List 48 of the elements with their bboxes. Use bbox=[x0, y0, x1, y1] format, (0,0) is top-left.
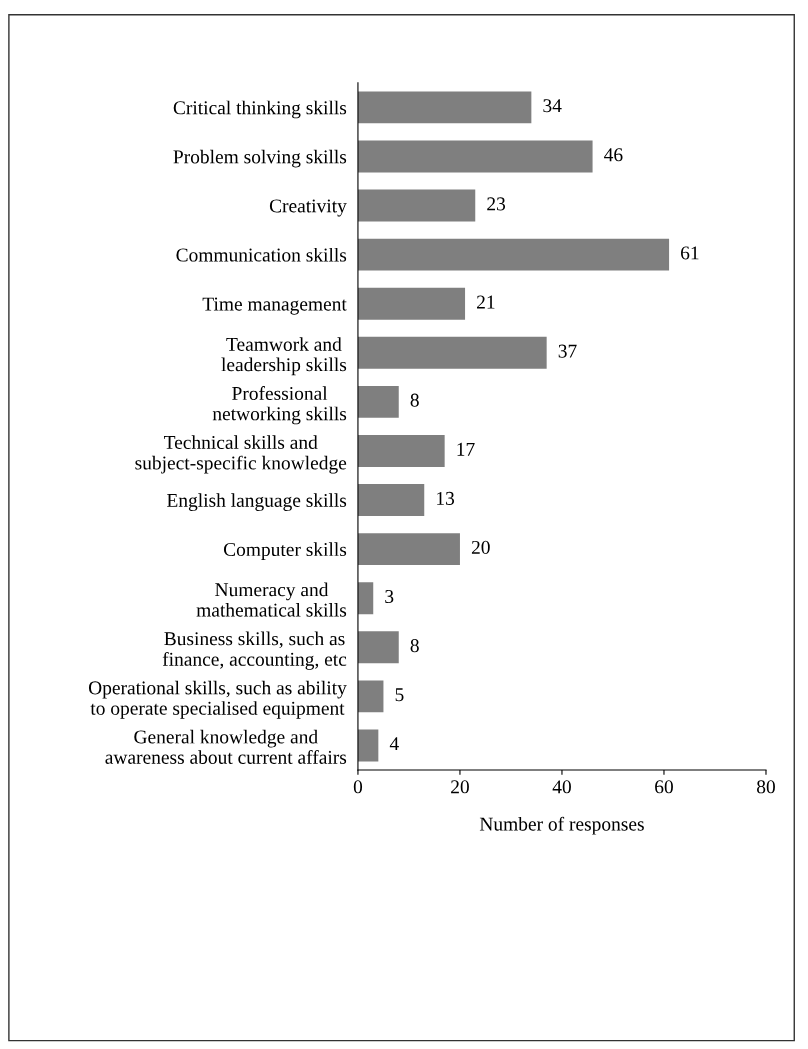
bar bbox=[357, 631, 399, 664]
y-tick-label: Numeracy and mathematical skills bbox=[196, 582, 347, 617]
bar bbox=[357, 729, 379, 762]
bar bbox=[357, 91, 532, 124]
data-label: 4 bbox=[389, 737, 399, 751]
x-tick-label: 40 bbox=[552, 780, 571, 794]
bar bbox=[357, 582, 374, 615]
data-label: 34 bbox=[543, 99, 562, 113]
x-tick-label: 80 bbox=[757, 780, 775, 794]
bar bbox=[357, 484, 425, 516]
x-tick-label: 20 bbox=[451, 780, 469, 794]
y-tick-label: Communication skills bbox=[176, 247, 347, 262]
bar bbox=[357, 385, 399, 418]
y-tick-label: Time management bbox=[202, 297, 347, 315]
bar bbox=[357, 189, 476, 222]
data-label: 13 bbox=[437, 491, 455, 505]
data-label: 37 bbox=[558, 344, 577, 358]
bar bbox=[357, 435, 445, 467]
data-label: 8 bbox=[410, 639, 419, 653]
bar bbox=[357, 680, 384, 713]
data-label: 17 bbox=[457, 442, 475, 456]
x-tick-label: 60 bbox=[655, 780, 673, 794]
y-tick-label: Technical skills and subject-specific knowledge bbox=[135, 435, 347, 474]
data-label: 3 bbox=[385, 589, 394, 604]
y-tick-label: Business skills, such as finance, accounting, etc bbox=[162, 631, 347, 670]
x-tick-label: 0 bbox=[353, 780, 363, 794]
data-label: 20 bbox=[471, 540, 490, 554]
x-axis-title: Number of responses bbox=[479, 816, 644, 835]
bar bbox=[357, 533, 460, 566]
bar bbox=[357, 238, 670, 271]
y-tick-label: Teamwork and leadership skills bbox=[221, 337, 347, 376]
bar bbox=[357, 336, 547, 369]
y-tick-label: Problem solving skills bbox=[173, 149, 347, 168]
y-tick-label: Critical thinking skills bbox=[173, 100, 347, 119]
data-label: 21 bbox=[477, 295, 495, 309]
y-tick-label: General knowledge and awareness about current affairs bbox=[105, 729, 347, 764]
data-label: 61 bbox=[681, 246, 699, 260]
y-tick-label: Operational skills, such as ability to operate specialised equipment bbox=[88, 680, 347, 719]
data-label: 23 bbox=[487, 197, 506, 211]
data-label: 8 bbox=[410, 393, 419, 407]
bar bbox=[357, 140, 593, 173]
data-label: 46 bbox=[604, 148, 623, 162]
data-label: 5 bbox=[395, 688, 404, 702]
y-tick-label: Creativity bbox=[269, 199, 347, 217]
y-tick-label: Professional networking skills bbox=[212, 386, 347, 425]
y-tick-label: Computer skills bbox=[223, 542, 347, 560]
y-tick-label: English language skills bbox=[167, 493, 347, 511]
bar bbox=[357, 287, 466, 320]
